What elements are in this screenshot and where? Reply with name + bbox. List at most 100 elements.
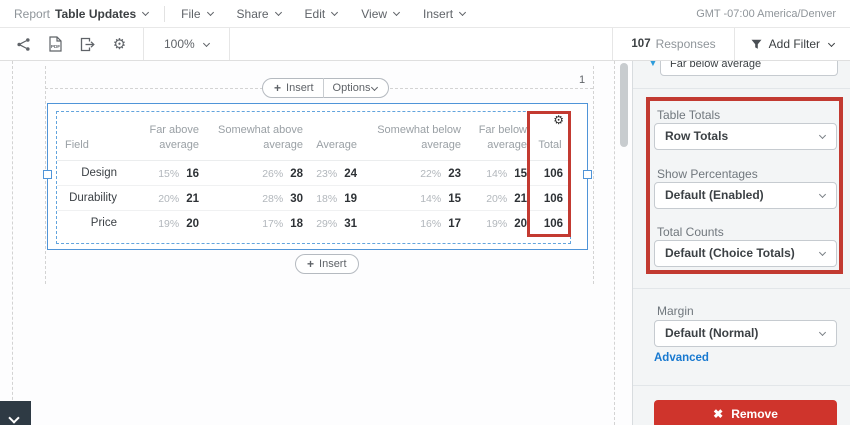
cell-count: 24 bbox=[344, 167, 357, 180]
responses-indicator[interactable]: 107 Responses bbox=[612, 28, 733, 60]
data-cell: 28% 30 bbox=[205, 185, 309, 211]
collapsed-corner-widget[interactable] bbox=[0, 401, 31, 425]
chevron-down-icon bbox=[202, 39, 210, 47]
data-cell: 19% 20 bbox=[467, 210, 533, 235]
margin-dropdown[interactable]: Default (Normal) bbox=[654, 320, 837, 347]
data-cell: 23% 24 bbox=[309, 160, 363, 186]
resize-handle-right[interactable] bbox=[583, 170, 592, 179]
show-percentages-dropdown[interactable]: Default (Enabled) bbox=[654, 182, 837, 209]
menu-insert[interactable]: Insert bbox=[423, 6, 467, 21]
toolbar-divider bbox=[143, 28, 144, 60]
chevron-down-icon bbox=[371, 83, 379, 91]
table-totals-dropdown[interactable]: Row Totals bbox=[654, 123, 837, 150]
cell-percent: 28% bbox=[262, 192, 284, 205]
cell-count: 16 bbox=[186, 167, 199, 180]
table-header-row: Field Far above average Somewhat above a… bbox=[57, 114, 569, 161]
menu-view-label: View bbox=[361, 6, 388, 21]
data-cell: 18% 19 bbox=[309, 185, 363, 211]
cell-count: 21 bbox=[514, 192, 527, 205]
plus-icon: + bbox=[307, 257, 315, 271]
chevron-down-icon bbox=[142, 8, 150, 17]
zoom-value: 100% bbox=[164, 37, 195, 51]
insert-bottom-button: Insert bbox=[319, 258, 347, 270]
cell-percent: 22% bbox=[420, 167, 442, 180]
total-counts-dropdown[interactable]: Default (Choice Totals) bbox=[654, 240, 837, 267]
table-row: Durability 20% 21 28% 30 18% 19 14% 15 20% 21… bbox=[57, 185, 569, 211]
cell-percent: 17% bbox=[262, 217, 284, 230]
cell-percent: 15% bbox=[158, 167, 180, 180]
remove-label: Remove bbox=[731, 407, 778, 421]
options-button[interactable]: Options bbox=[332, 82, 371, 94]
data-cell: 16% 17 bbox=[363, 210, 467, 235]
col-header-total: Total bbox=[533, 114, 569, 161]
cell-count: 30 bbox=[290, 192, 303, 205]
chevron-down-icon bbox=[8, 412, 20, 424]
cell-percent: 29% bbox=[316, 217, 338, 230]
menubar-divider bbox=[164, 5, 166, 22]
data-cell: 14% 15 bbox=[467, 160, 533, 186]
cell-count: 17 bbox=[448, 217, 461, 230]
survey-results-table: Field Far above average Somewhat above a… bbox=[57, 114, 569, 235]
cell-count: 23 bbox=[448, 167, 461, 180]
add-filter-button[interactable]: Add Filter bbox=[733, 28, 850, 60]
table-totals-annotation-box bbox=[646, 97, 843, 274]
pdf-export-icon[interactable]: PDF bbox=[47, 36, 64, 53]
canvas-scrollbar[interactable] bbox=[620, 63, 628, 147]
menu-view[interactable]: View bbox=[361, 6, 401, 21]
cell-percent: 23% bbox=[316, 167, 338, 180]
responses-count: 107 bbox=[631, 38, 651, 50]
table-settings-gear-icon[interactable]: ⚙ bbox=[553, 113, 564, 127]
export-icon[interactable] bbox=[79, 36, 96, 53]
share-icon[interactable] bbox=[15, 36, 32, 53]
table-totals-label: Table Totals bbox=[657, 108, 721, 122]
total-cell: 106 bbox=[533, 210, 569, 235]
gear-glyph: ⚙ bbox=[112, 35, 127, 53]
chevron-down-icon bbox=[459, 8, 467, 17]
cell-percent: 26% bbox=[262, 167, 284, 180]
insert-pill-bottom[interactable]: + Insert bbox=[295, 254, 359, 274]
menu-file[interactable]: File bbox=[181, 7, 214, 21]
pill-divider bbox=[322, 78, 324, 98]
toolbar: PDF ⚙ 100% 107 Responses Add Filter bbox=[0, 28, 850, 61]
data-cell: 22% 23 bbox=[363, 160, 467, 186]
row-label: Design bbox=[57, 160, 123, 186]
report-label: Report bbox=[14, 6, 51, 21]
svg-text:PDF: PDF bbox=[51, 44, 60, 49]
scale-item-arrow-icon: ▼ bbox=[648, 61, 658, 69]
report-title-menu[interactable]: Report Table Updates bbox=[14, 6, 150, 21]
toolbar-divider bbox=[228, 28, 230, 60]
cell-percent: 16% bbox=[420, 217, 442, 230]
cell-count: 18 bbox=[290, 217, 303, 230]
insert-options-pill: + Insert Options bbox=[262, 78, 390, 98]
chevron-down-icon bbox=[818, 328, 827, 337]
report-name: Table Updates bbox=[55, 6, 137, 21]
menu-bar: Report Table Updates File Share Edit Vie… bbox=[0, 0, 850, 28]
remove-button[interactable]: ✖ Remove bbox=[654, 400, 837, 425]
cell-percent: 14% bbox=[486, 167, 508, 180]
cell-percent: 19% bbox=[486, 217, 508, 230]
cell-count: 15 bbox=[448, 192, 461, 205]
insert-button[interactable]: Insert bbox=[286, 82, 314, 94]
cell-count: 20 bbox=[514, 217, 527, 230]
chevron-down-icon bbox=[392, 8, 401, 17]
report-canvas: 1 + Insert Options ⚙ Field Far above ave… bbox=[0, 61, 632, 425]
cell-percent: 19% bbox=[158, 217, 180, 230]
toolbar-right-group: 107 Responses Add Filter bbox=[612, 28, 850, 60]
menu-insert-label: Insert bbox=[423, 6, 454, 21]
data-cell: 26% 28 bbox=[205, 160, 309, 186]
data-cell: 14% 15 bbox=[363, 185, 467, 211]
scale-item-far-below[interactable]: Far below average bbox=[660, 61, 838, 76]
table-totals-value: Row Totals bbox=[665, 129, 729, 143]
selected-table-block[interactable]: ⚙ Field Far above average Somewhat above… bbox=[43, 103, 592, 250]
table-row: Design 15% 16 26% 28 23% 24 22% 23 14% 15 106 bbox=[57, 160, 569, 186]
zoom-select[interactable]: 100% bbox=[144, 28, 229, 60]
menu-edit[interactable]: Edit bbox=[305, 7, 339, 21]
advanced-link[interactable]: Advanced bbox=[654, 352, 709, 364]
col-header-somewhat-above: Somewhat above average bbox=[205, 114, 309, 161]
table-widget[interactable]: ⚙ Field Far above average Somewhat above… bbox=[56, 111, 571, 244]
menu-share[interactable]: Share bbox=[237, 7, 282, 21]
table-row: Price 19% 20 17% 18 29% 31 16% 17 19% 20 106 bbox=[57, 210, 569, 235]
cell-percent: 14% bbox=[420, 192, 442, 205]
resize-handle-left[interactable] bbox=[43, 170, 52, 179]
settings-gear-icon[interactable]: ⚙ bbox=[111, 36, 128, 53]
